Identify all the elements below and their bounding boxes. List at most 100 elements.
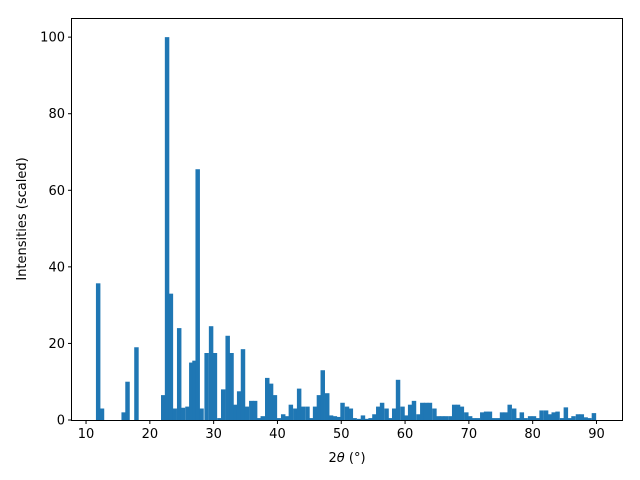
bar-26 — [244, 406, 250, 420]
bar-92 — [507, 404, 512, 420]
bar-22 — [229, 353, 234, 420]
bar-103 — [551, 412, 556, 420]
bar-104 — [555, 411, 560, 420]
bar-93 — [511, 408, 517, 420]
bar-85 — [480, 412, 485, 420]
y-tick-label-2: 40 — [48, 260, 65, 275]
bar-60 — [379, 402, 385, 420]
bar-12 — [189, 362, 194, 420]
bar-79 — [455, 404, 461, 420]
y-axis-ticks: 0 20 40 60 80 100 — [40, 31, 72, 429]
bar-82 — [467, 416, 473, 420]
bar-75 — [439, 416, 445, 420]
bar-65 — [400, 406, 405, 420]
bar-71 — [423, 402, 429, 420]
bar-42 — [309, 418, 314, 420]
bar-32 — [268, 383, 274, 420]
bar-20 — [220, 389, 226, 420]
bar-101 — [543, 410, 549, 420]
y-tick-label-3: 60 — [48, 184, 65, 199]
bars-group — [95, 37, 597, 420]
bar-90 — [499, 412, 505, 420]
x-axis-label: 2θ (°) — [328, 451, 365, 466]
bar-68 — [411, 400, 417, 420]
bar-43 — [312, 406, 318, 420]
bar-105 — [559, 418, 565, 420]
bar-70 — [420, 402, 425, 420]
bar-19 — [217, 418, 222, 420]
bar-46 — [324, 393, 330, 420]
x-tick-label-2: 30 — [205, 427, 222, 442]
bar-30 — [260, 416, 266, 420]
bar-33 — [272, 395, 278, 420]
bar-72 — [427, 402, 433, 420]
bar-34 — [276, 418, 281, 420]
bar-78 — [451, 404, 457, 420]
bar-41 — [305, 406, 310, 420]
x-tick-label-3: 40 — [269, 427, 286, 442]
x-axis-ticks: 10 20 30 40 50 60 70 80 90 — [78, 420, 605, 442]
bar-31 — [265, 377, 270, 420]
bar-110 — [579, 414, 585, 420]
bar-55 — [360, 415, 366, 420]
bar-7 — [168, 293, 174, 420]
bar-63 — [391, 408, 397, 420]
bar-40 — [300, 406, 306, 420]
bar-77 — [448, 416, 453, 420]
bar-62 — [388, 418, 393, 420]
bar-83 — [471, 418, 477, 420]
x-tick-label-5: 60 — [397, 427, 414, 442]
bar-29 — [256, 418, 262, 420]
bar-21 — [225, 335, 230, 420]
bar-37 — [288, 404, 294, 420]
bar-36 — [284, 416, 290, 420]
bar-80 — [459, 406, 465, 420]
bar-53 — [352, 418, 357, 420]
x-tick-label-1: 20 — [142, 427, 159, 442]
bar-28 — [252, 400, 258, 420]
bar-38 — [293, 408, 298, 420]
bar-17 — [208, 326, 214, 420]
bar-51 — [344, 406, 350, 420]
bar-73 — [432, 408, 437, 420]
bar-95 — [519, 412, 525, 420]
bar-14 — [195, 169, 200, 420]
bar-16 — [204, 353, 209, 420]
bar-113 — [591, 413, 597, 420]
bar-98 — [531, 416, 537, 420]
bar-49 — [336, 416, 341, 420]
bar-74 — [436, 416, 441, 420]
bar-102 — [547, 414, 553, 420]
bar-23 — [233, 404, 238, 420]
bar-109 — [575, 414, 581, 420]
bar-76 — [443, 416, 449, 420]
bar-84 — [475, 418, 481, 420]
bar-108 — [571, 416, 576, 420]
bar-24 — [236, 391, 242, 420]
y-tick-label-4: 80 — [48, 107, 65, 122]
bar-10 — [180, 407, 186, 420]
bar-3 — [125, 381, 130, 420]
bar-44 — [316, 395, 322, 420]
bar-6 — [164, 37, 170, 420]
x-tick-label-6: 70 — [461, 427, 478, 442]
bar-4 — [134, 347, 139, 420]
bar-5 — [161, 395, 166, 420]
x-tick-label-8: 90 — [588, 427, 605, 442]
bar-52 — [348, 408, 354, 420]
bar-25 — [240, 349, 246, 420]
y-tick-label-1: 20 — [48, 337, 65, 352]
y-axis-label: Intensities (scaled) — [15, 157, 30, 280]
x-tick-label-0: 10 — [78, 427, 95, 442]
x-axis-label-unit: (°) — [345, 451, 366, 466]
bar-8 — [172, 408, 177, 420]
bar-18 — [212, 353, 218, 420]
bar-100 — [539, 410, 544, 420]
bar-0 — [95, 283, 101, 420]
bar-69 — [416, 414, 421, 420]
bar-96 — [523, 418, 528, 420]
bar-27 — [249, 400, 254, 420]
bar-58 — [372, 414, 377, 420]
bar-15 — [199, 408, 204, 420]
